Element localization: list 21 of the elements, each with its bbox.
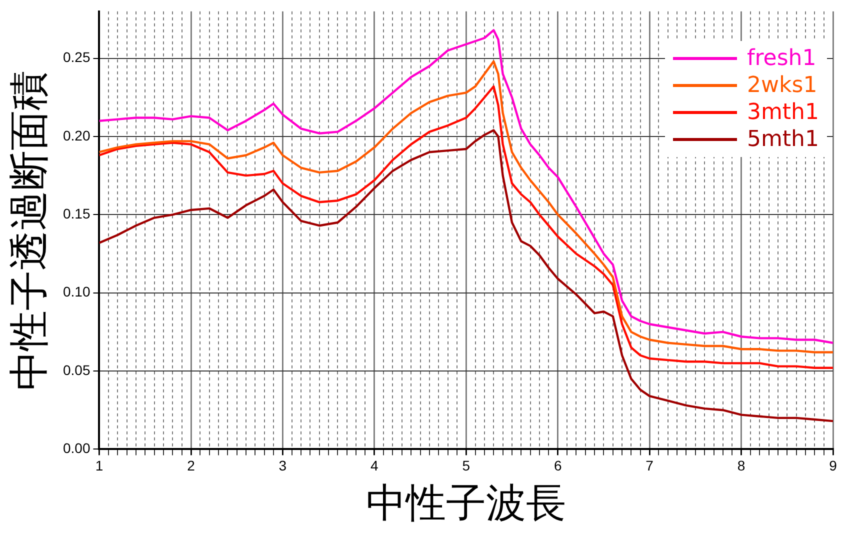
y-tick-label: 0.15 [63,206,90,222]
x-tick-label: 1 [95,457,104,474]
legend-label: 5mth1 [747,126,819,154]
y-tick-label: 0.20 [63,127,90,144]
x-tick-label: 4 [370,457,379,474]
x-tick-label: 3 [278,457,287,474]
x-tick-label: 7 [646,457,654,474]
x-tick-label: 2 [187,457,196,474]
legend-label: 3mth1 [747,99,819,126]
y-tick-label: 0.00 [63,440,90,456]
legend-label: 2wks1 [747,72,818,100]
x-tick-label: 8 [737,457,746,474]
y-axis-title: 中性子透過断面積 [6,70,52,390]
y-tick-label: 0.10 [63,284,90,300]
x-tick-label: 6 [554,457,562,474]
legend-label: fresh1 [747,45,816,72]
y-tick-label: 0.25 [63,49,90,66]
x-tick-label: 9 [829,457,838,474]
x-tick-label: 5 [462,457,470,474]
y-tick-label: 0.05 [63,362,90,378]
x-axis-title: 中性子波長 [366,480,566,526]
